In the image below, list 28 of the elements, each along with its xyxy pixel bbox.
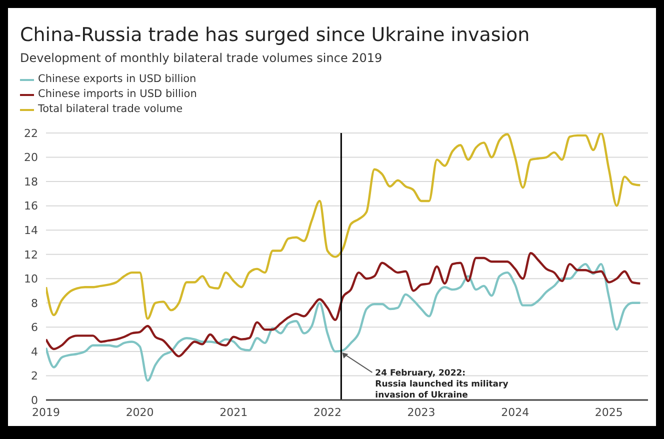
legend-label: Total bilateral trade volume (38, 102, 183, 117)
x-tick-label: 2024 (501, 406, 530, 419)
x-tick-label: 2021 (220, 406, 248, 419)
line-series (46, 252, 642, 358)
y-tick-label: 8 (31, 296, 38, 310)
y-tick-label: 12 (24, 248, 38, 262)
legend-label: Chinese imports in USD billion (38, 87, 197, 102)
annotation: 24 February, 2022: Russia launched its military invasion of Ukraine (375, 368, 509, 400)
y-tick-label: 2 (31, 370, 38, 383)
chart-title: China-Russia trade has surged since Ukraine invasion (20, 24, 530, 46)
line-series (46, 133, 642, 320)
x-tick-label: 2025 (594, 406, 623, 419)
y-tick-label: 20 (24, 151, 38, 164)
line-series (46, 262, 642, 382)
chart-subtitle: Development of monthly bilateral trade volumes since 2019 (20, 51, 382, 65)
y-tick-label: 16 (24, 200, 38, 213)
y-tick-label: 10 (24, 272, 38, 286)
y-tick-label: 18 (24, 175, 38, 188)
y-tick-label: 14 (24, 224, 38, 237)
y-tick-label: 4 (31, 345, 38, 358)
x-tick-label: 2023 (407, 406, 436, 419)
x-tick-label: 2019 (32, 406, 60, 419)
legend-label: Chinese exports in USD billion (38, 72, 196, 87)
y-tick-label: 6 (31, 321, 38, 334)
x-tick-label: 2022 (313, 406, 342, 419)
x-tick-label: 2020 (126, 406, 154, 419)
y-tick-label: 0 (31, 394, 38, 407)
y-tick-label: 22 (24, 126, 38, 140)
